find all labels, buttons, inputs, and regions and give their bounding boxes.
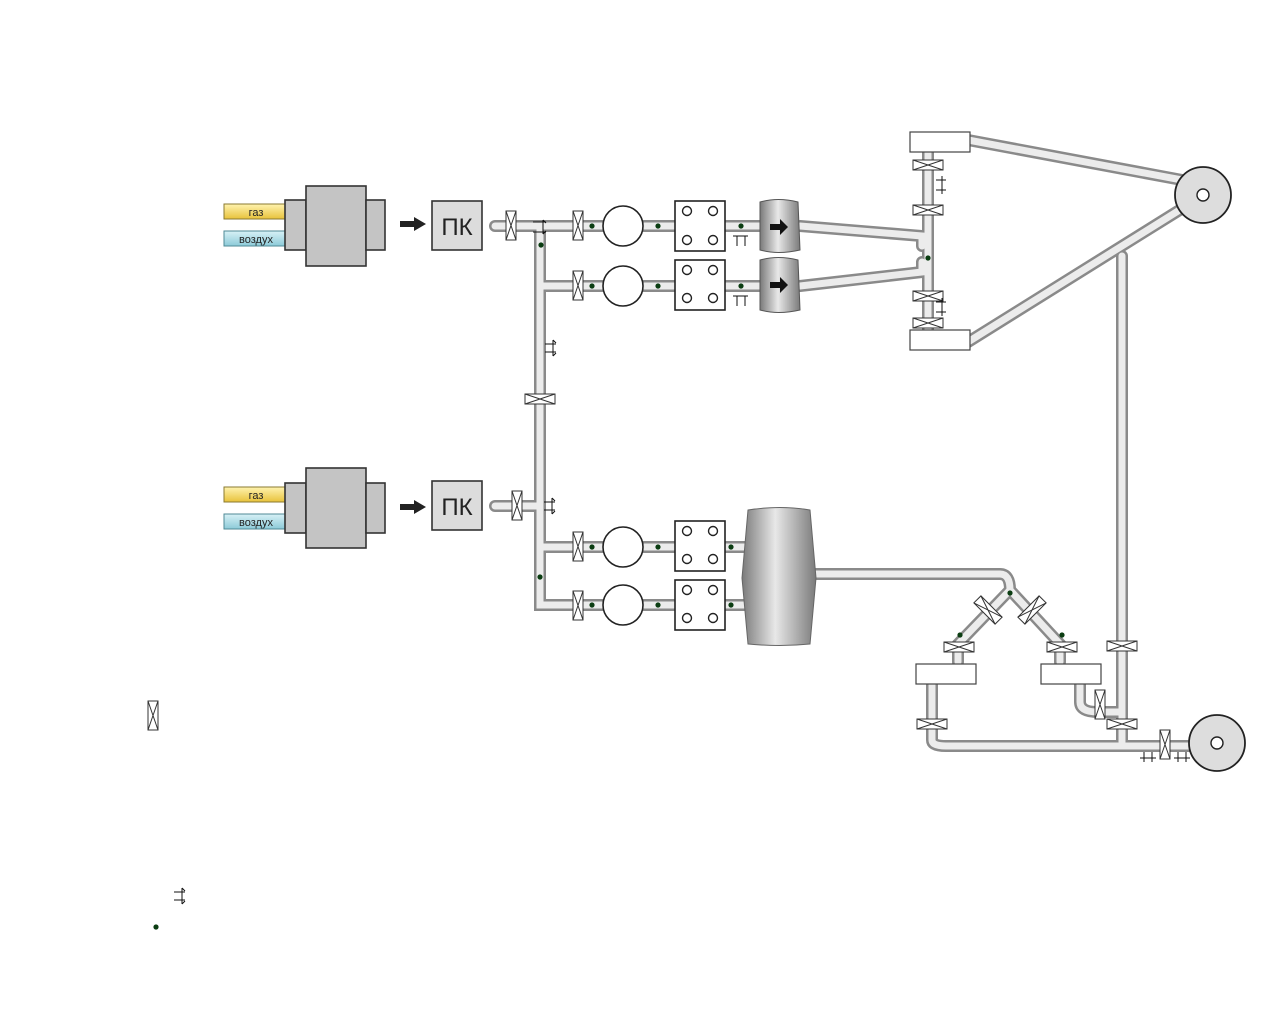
mixer-flange-right [365, 482, 386, 534]
valve-icon[interactable] [912, 290, 944, 302]
receiver-box[interactable] [915, 663, 977, 685]
valve-icon[interactable] [572, 531, 584, 562]
converter-box[interactable] [431, 480, 483, 531]
mixer-body [305, 185, 367, 267]
sensor-mark-icon [733, 235, 748, 246]
mixer-body [305, 467, 367, 549]
filter-box[interactable] [674, 259, 726, 311]
pipework [489, 134, 1196, 752]
valve-icon[interactable] [505, 210, 517, 241]
filter-box[interactable] [674, 579, 726, 631]
valve-icon[interactable] [912, 317, 944, 329]
pump-circle[interactable] [602, 265, 644, 307]
unit-2: газ воздух ПК [223, 467, 483, 549]
indicator-dot-icon [538, 242, 544, 248]
valve-icon[interactable] [912, 159, 944, 171]
indicator-dot-icon [589, 283, 595, 289]
indicator-dot-icon [957, 632, 963, 638]
unit-1: газ воздух ПК [223, 185, 483, 267]
legend-sensor-mark-icon [174, 887, 186, 905]
valve-icon[interactable] [973, 595, 1003, 625]
air-label: воздух [239, 517, 273, 529]
indicator-dot-icon [589, 223, 595, 229]
valve-icon[interactable] [1094, 689, 1106, 720]
indicator-dot-icon [655, 223, 661, 229]
flow-arrow-icon [400, 217, 426, 231]
indicator-dot-icon [925, 255, 931, 261]
fan-drum[interactable] [759, 199, 801, 253]
indicator-dot-icon [655, 602, 661, 608]
sensor-mark-icon [545, 339, 557, 357]
valve-icon[interactable] [1159, 729, 1171, 760]
receiver-box[interactable] [1040, 663, 1102, 685]
valve-icon[interactable] [511, 490, 523, 521]
sensor-mark-icon [544, 497, 556, 515]
blower-bottom[interactable] [1188, 714, 1246, 772]
line-equipment [602, 205, 644, 626]
legend-valve-icon [147, 700, 159, 731]
converter-label: ПК [441, 214, 472, 241]
valve-icon[interactable] [524, 393, 556, 405]
valve-icon[interactable] [916, 718, 948, 730]
arrow-right-icon [770, 277, 788, 293]
indicator-dot-icon [728, 602, 734, 608]
pump-circle[interactable] [602, 526, 644, 568]
collector-drum[interactable] [741, 507, 817, 646]
valve-icon[interactable] [1106, 640, 1138, 652]
mixer-flange-left [284, 482, 307, 534]
air-label: воздух [239, 234, 273, 246]
pump-circle[interactable] [602, 584, 644, 626]
legend-indicator-dot-icon [153, 924, 159, 930]
valve-icon[interactable] [912, 204, 944, 216]
indicator-dot-icon [655, 544, 661, 550]
fan-drum[interactable] [759, 257, 801, 313]
converter-box[interactable] [431, 200, 483, 251]
sensor-mark-icon [1174, 752, 1190, 762]
valve-icon[interactable] [943, 641, 975, 653]
sensor-mark-icon [733, 295, 748, 306]
indicator-dot-icon [1059, 632, 1065, 638]
indicator-dot-icon [589, 544, 595, 550]
sensor-mark-icon [936, 298, 946, 316]
mixer-flange-right [365, 199, 386, 251]
indicator-dot-icon [1007, 590, 1013, 596]
valve-icon[interactable] [572, 590, 584, 621]
flow-arrow-icon [400, 500, 426, 514]
sensor-mark-icon [533, 219, 547, 235]
indicator-dot-icon [738, 283, 744, 289]
indicator-dot-icon [589, 602, 595, 608]
indicator-dot-icon [537, 574, 543, 580]
converter-label: ПК [441, 494, 472, 521]
indicator-dot-icon [655, 283, 661, 289]
gas-label: газ [249, 490, 264, 502]
blower-top[interactable] [1174, 166, 1232, 224]
blower-hub-icon [1196, 188, 1210, 202]
mixer-flange-left [284, 199, 307, 251]
receiver-box[interactable] [909, 329, 971, 351]
indicator-dot-icon [738, 223, 744, 229]
valve-icon[interactable] [1106, 718, 1138, 730]
sensor-mark-icon [936, 176, 946, 194]
valve-icon[interactable] [1046, 641, 1078, 653]
valve-icon[interactable] [1017, 595, 1047, 625]
filter-box[interactable] [674, 200, 726, 252]
pump-circle[interactable] [602, 205, 644, 247]
receiver-box[interactable] [909, 131, 971, 153]
valve-icon[interactable] [572, 210, 584, 241]
sensor-mark-icon [1140, 752, 1156, 762]
arrow-right-icon [770, 219, 788, 235]
filter-box[interactable] [674, 520, 726, 572]
blower-hub-icon [1210, 736, 1224, 750]
indicator-dot-icon [728, 544, 734, 550]
gas-label: газ [249, 207, 264, 219]
valve-icon[interactable] [572, 270, 584, 301]
